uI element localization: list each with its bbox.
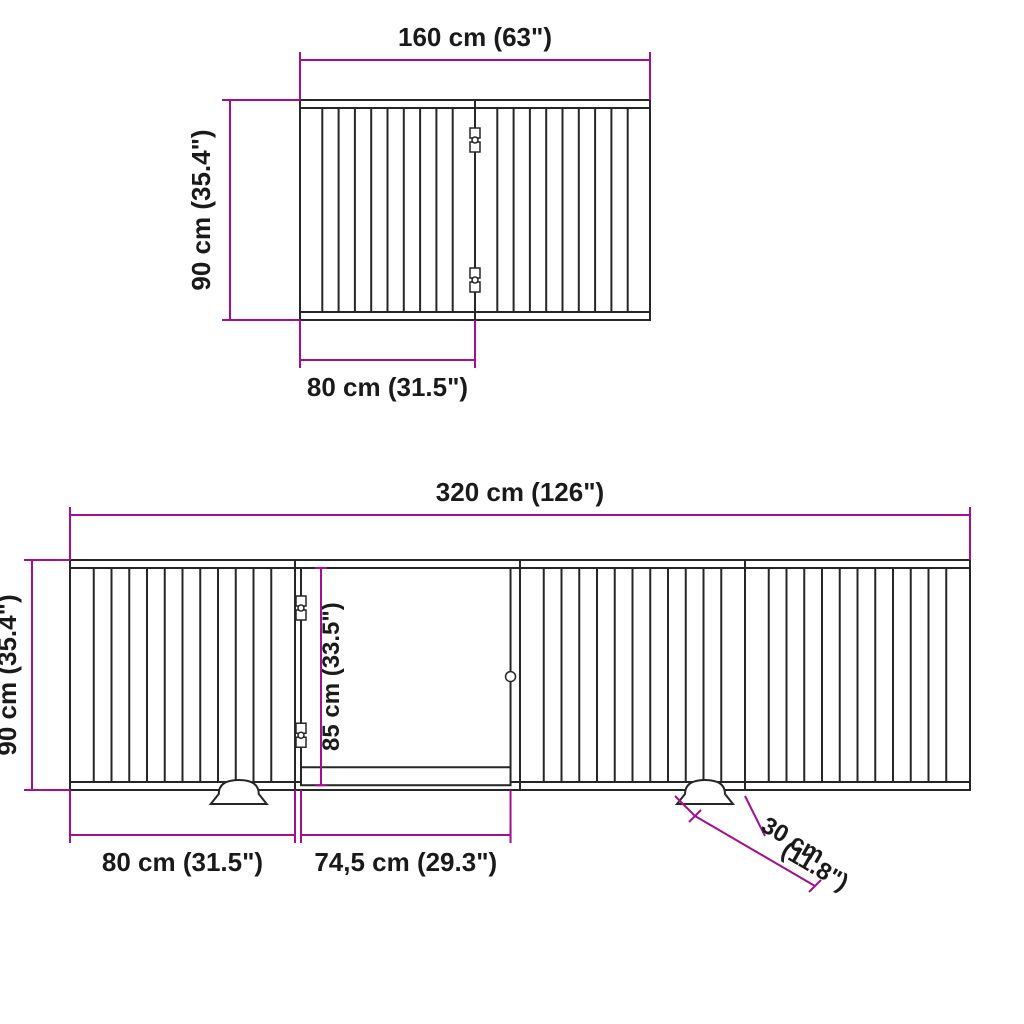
top-width-label: 160 cm (63") <box>398 22 552 52</box>
door-width-label: 74,5 cm (29.3") <box>314 847 497 877</box>
top-figure: 160 cm (63") 90 cm (35.4") 80 cm (31.5") <box>186 22 650 402</box>
bottom-figure: 320 cm (126") 90 cm (35.4") 85 cm (33.5") 8… <box>0 477 970 897</box>
bottom-panel-label: 80 cm (31.5") <box>102 847 263 877</box>
bottom-width-label: 320 cm (126") <box>436 477 604 507</box>
top-panel-label: 80 cm (31.5") <box>307 372 468 402</box>
bottom-height-label: 90 cm (35.4") <box>0 594 22 755</box>
top-height-label: 90 cm (35.4") <box>186 129 216 290</box>
door-height-label: 85 cm (33.5") <box>318 602 345 751</box>
